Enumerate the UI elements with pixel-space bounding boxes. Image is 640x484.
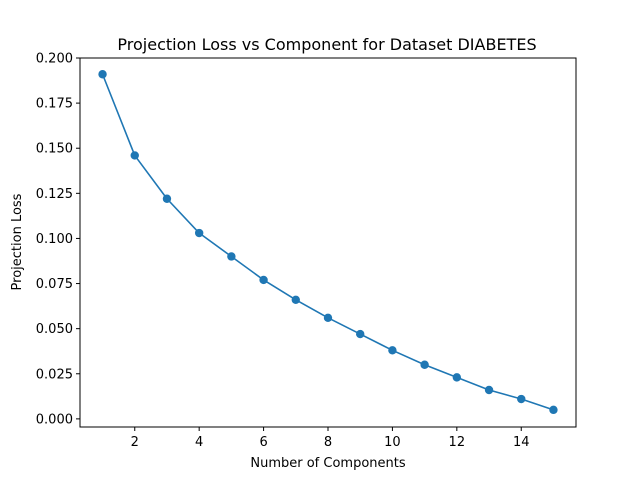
y-axis-ticks: 0.000 0.025 0.050 0.075 0.100 0.125 0.150 0.175… (36, 52, 80, 427)
data-point (388, 346, 397, 355)
y-tick-label: 0.150 (36, 142, 73, 157)
x-tick-label: 8 (324, 435, 332, 450)
x-tick-label: 6 (259, 435, 267, 450)
data-point (484, 385, 494, 395)
data-point (356, 329, 365, 339)
data-point (452, 373, 462, 382)
data-point (420, 360, 429, 369)
data-point (98, 70, 107, 79)
series-line (101, 73, 554, 411)
y-tick-label: 0.100 (36, 232, 73, 247)
series-layer (98, 70, 558, 415)
x-tick-label: 12 (449, 435, 466, 450)
y-tick-label: 0.000 (36, 412, 73, 427)
y-tick-label: 0.200 (36, 52, 73, 67)
y-tick-label: 0.050 (36, 322, 73, 337)
x-tick-label: 2 (131, 435, 139, 450)
y-tick-label: 0.025 (36, 367, 73, 382)
y-tick-label: 0.075 (36, 277, 73, 292)
chart-title: Projection Loss vs Component for Dataset… (117, 35, 536, 54)
x-axis-title: Number of Components (250, 456, 405, 471)
y-tick-label: 0.175 (36, 97, 73, 112)
plot-frame (79, 57, 577, 428)
data-point (259, 275, 268, 285)
data-point (517, 394, 526, 404)
data-point (194, 228, 204, 238)
data-point (162, 194, 172, 203)
data-point (323, 313, 333, 323)
x-axis-ticks: 2 4 6 8 10 12 14 (131, 427, 530, 450)
data-point (291, 295, 300, 304)
data-point (130, 151, 139, 160)
data-point (227, 252, 236, 261)
x-tick-label: 4 (195, 435, 203, 450)
x-tick-label: 10 (384, 435, 401, 450)
data-point (549, 405, 558, 415)
x-tick-label: 14 (513, 435, 530, 450)
y-tick-label: 0.125 (36, 187, 73, 202)
y-axis-title: Projection Loss (10, 193, 25, 290)
